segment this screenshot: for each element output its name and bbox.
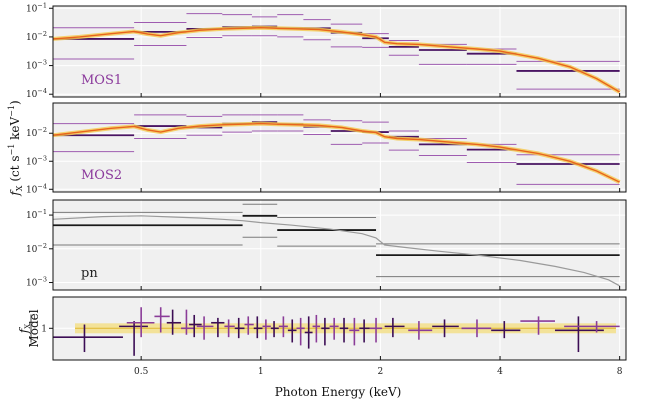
x-tick-label: 0.5 xyxy=(134,367,149,377)
x-tick-label: 8 xyxy=(617,367,623,377)
panels-group: 10−1 10−2 10−3 10−4 MOS1 10−2 10−3 10−4 MOS2 10−1… xyxy=(17,1,627,377)
y-tick-label: 10−4 xyxy=(26,87,47,100)
y-axis-title: fX (ct s−1 keV−1) xyxy=(7,100,24,196)
panel-background xyxy=(53,6,626,97)
panel-frame xyxy=(52,102,627,193)
y-tick-label: 10−4 xyxy=(26,182,47,195)
panel-label-MOS1: MOS1 xyxy=(81,73,122,88)
panel-label-MOS2: MOS2 xyxy=(81,168,122,183)
panel-frame xyxy=(52,5,627,98)
model-line xyxy=(52,215,620,287)
x-axis-title: Photon Energy (keV) xyxy=(275,385,402,399)
panel-frame xyxy=(52,199,627,291)
y-tick-label: 10−2 xyxy=(26,126,47,139)
y-tick-label: 10−2 xyxy=(26,30,47,43)
y-tick-label: 10−3 xyxy=(26,276,47,289)
panel-label-pn: pn xyxy=(81,266,98,281)
model-line xyxy=(52,122,620,183)
ratio-y-axis-title: fX xyxy=(17,324,32,334)
panel-background xyxy=(53,103,626,192)
y-tick-label: 1 xyxy=(41,324,47,334)
y-tick-label: 10−2 xyxy=(26,242,47,255)
panel-pn: 10−1 10−2 10−3 pn xyxy=(26,199,627,291)
x-tick-label: 1 xyxy=(258,367,264,377)
y-tick-label: 10−3 xyxy=(26,59,47,72)
x-tick-label: 4 xyxy=(497,367,503,377)
y-tick-label: 10−3 xyxy=(26,154,47,167)
model-line xyxy=(52,26,620,93)
panel-MOS1: 10−1 10−2 10−3 10−4 MOS1 xyxy=(26,1,627,100)
panel-MOS2: 10−2 10−3 10−4 MOS2 xyxy=(26,102,627,195)
y-tick-label: 10−1 xyxy=(26,208,47,221)
y-tick-label: 10−1 xyxy=(26,1,47,14)
ratio-y-axis-denominator: Model xyxy=(27,309,41,347)
x-tick-label: 2 xyxy=(378,367,384,377)
